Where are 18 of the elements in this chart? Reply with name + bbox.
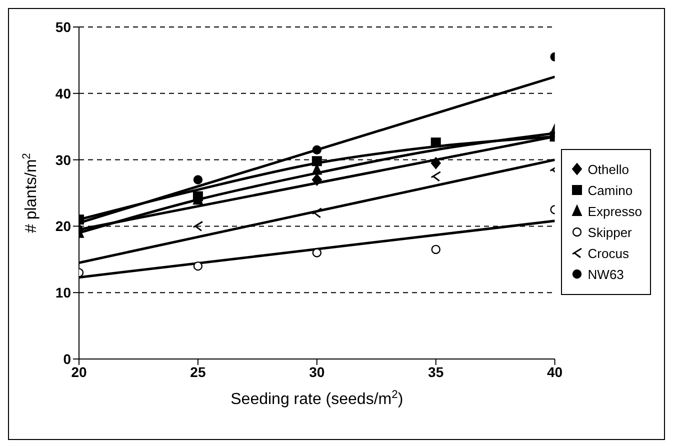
legend-label: Othello [588,162,629,176]
y-tick-label: 50 [55,18,72,35]
x-tick-label: 20 [71,364,87,380]
y-tick-label: 10 [55,284,72,301]
y-tick-label: 20 [55,218,72,234]
legend-label: Camino [588,182,633,198]
x-axis-title: Seeding rate (seeds/m$^{2}$) [230,389,404,408]
legend-label: Expresso [588,204,642,218]
y-tick-label: 0 [63,350,72,367]
x-tick-label: 30 [309,364,325,380]
legend-label: Skipper [588,224,632,240]
y-tick-label: 40 [55,85,72,102]
legend-label: NW63 [588,266,624,282]
x-tick-label: 25 [190,364,206,380]
x-tick-label: 35 [428,364,444,380]
x-tick-label: 40 [547,364,563,380]
y-tick-label: 30 [55,152,72,168]
legend-label: Crocus [588,246,629,260]
